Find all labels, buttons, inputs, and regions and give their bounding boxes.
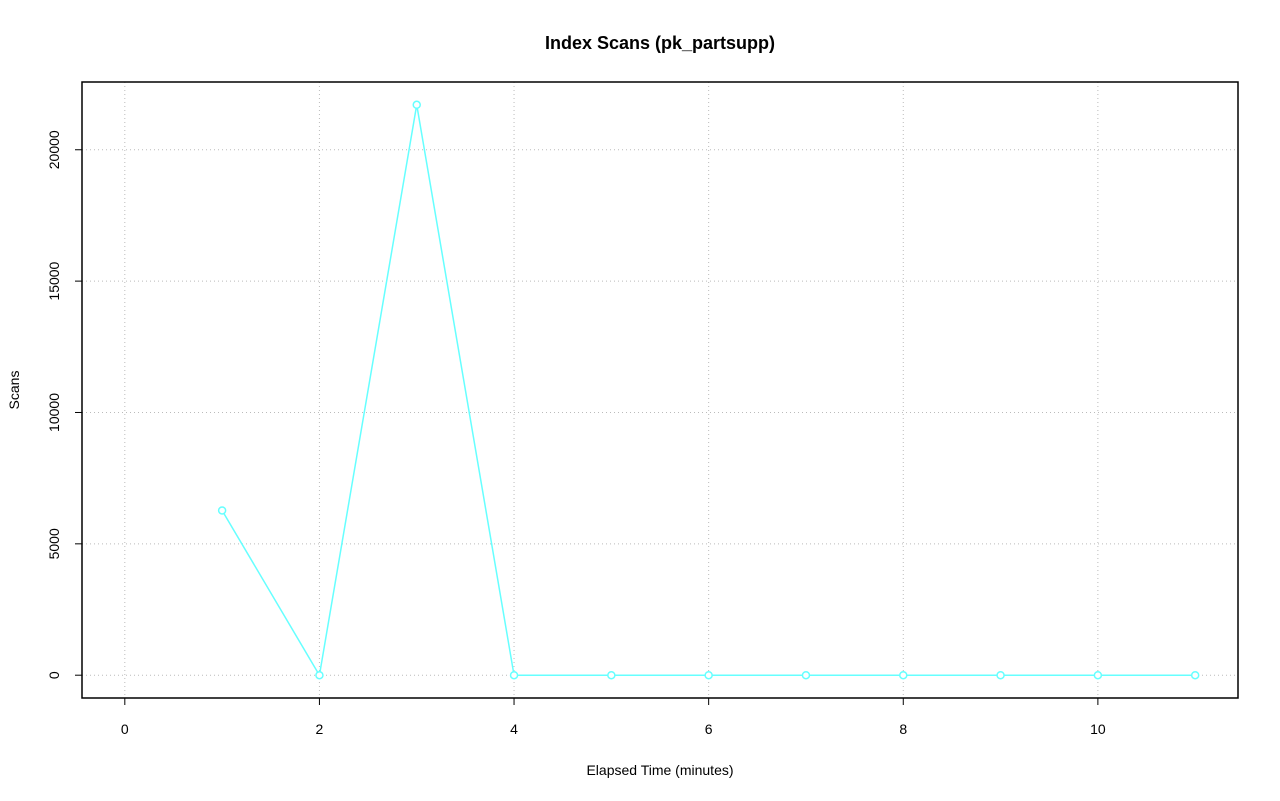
data-point [801,670,811,680]
data-point [899,670,908,680]
data-point [1190,670,1200,680]
data-point [412,100,421,110]
plot-frame [81,81,1239,699]
chart-title: Index Scans (pk_partsupp) [545,33,775,53]
x-tick-label: 0 [121,721,129,737]
data-point [1093,670,1103,680]
y-tick-label: 20000 [46,130,62,169]
y-tick-label: 10000 [46,393,62,432]
x-tick-label: 2 [316,721,324,737]
data-point [217,506,227,515]
x-tick-label: 10 [1090,721,1106,737]
x-tick-label: 6 [705,721,713,737]
data-point [315,670,324,680]
y-axis-label: Scans [6,371,22,410]
data-point [509,670,519,680]
x-tick-label: 4 [510,721,518,737]
x-axis-label: Elapsed Time (minutes) [586,762,733,778]
y-tick-label: 0 [46,671,62,679]
data-point [704,670,713,680]
data-point [996,670,1005,680]
y-tick-label: 5000 [46,528,62,559]
y-tick-label: 15000 [46,261,62,300]
x-tick-label: 8 [899,721,907,737]
data-point [607,670,616,680]
